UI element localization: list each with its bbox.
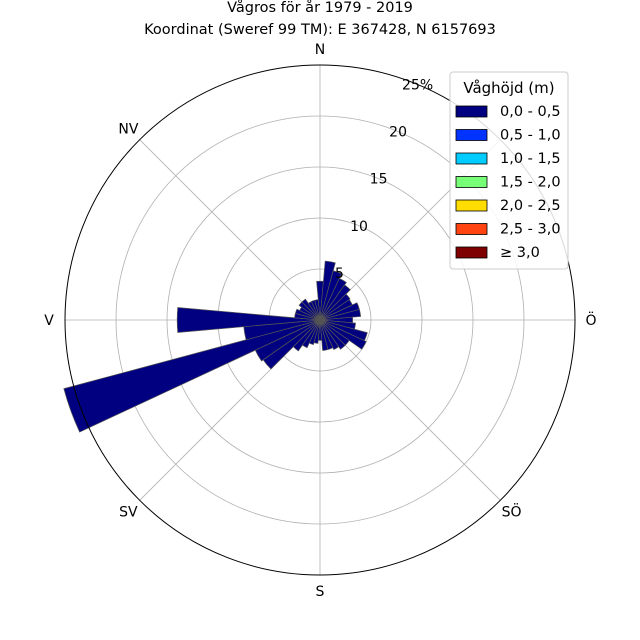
bar-350 [314,299,321,321]
legend: Våghöjd (m) 0,0 - 0,5 0,5 - 1,0 1,0 - 1,5 1… [449,71,569,270]
legend-swatch-4 [455,199,488,212]
radial-tick-10: 10 [350,219,368,235]
bar-80 [319,309,362,321]
radial-tick-5: 5 [335,266,344,282]
legend-swatch-5 [455,223,488,235]
legend-items: 0,0 - 0,5 0,5 - 1,0 1,0 - 1,5 1,5 - 2,0 2,0 … [455,104,561,261]
legend-label-0: 0,0 - 0,5 [500,104,561,120]
direction-label-225: SV [119,505,138,521]
chart-subtitle: Koordinat (Sweref 99 TM): E 367428, N 61… [144,22,496,38]
grid-spoke-135 [319,319,501,501]
direction-label-270: V [44,313,54,329]
bar-120 [319,319,367,350]
direction-label-135: SÖ [502,503,522,521]
legend-swatch-6 [455,246,488,259]
grid-spoke-315 [139,139,321,321]
legend-box [449,71,569,270]
legend-swatch-0 [455,105,488,118]
direction-label-90: Ö [585,311,596,329]
bar-170 [319,319,329,351]
outer-ring [64,64,576,576]
bar-140 [319,319,346,350]
bar-270 [176,307,321,333]
bar-30 [319,277,347,321]
bar-series [63,260,368,433]
bar-320 [301,298,321,321]
legend-label-1: 0,5 - 1,0 [500,128,561,144]
legend-swatch-2 [455,152,488,165]
direction-label-315: NV [118,121,138,137]
radial-tick-15: 15 [370,172,388,188]
legend-label-4: 2,0 - 2,5 [500,198,561,214]
radial-tick-20: 20 [389,125,407,141]
legend-title: Våghöjd (m) [463,79,554,97]
bar-50 [319,293,351,321]
legend-label-5: 2,5 - 3,0 [500,222,561,238]
bar-250 [63,319,321,433]
legend-swatch-1 [455,129,488,141]
bar-40 [319,284,351,321]
direction-label-0: N [315,42,325,58]
legend-label-3: 1,5 - 2,0 [500,175,561,191]
legend-swatch-3 [455,176,488,188]
chart-title: Vågros för år 1979 - 2019 [227,0,413,16]
bar-150 [319,319,340,351]
legend-label-6: ≥ 3,0 [500,245,540,261]
legend-label-2: 1,0 - 1,5 [500,151,561,167]
direction-label-180: S [316,584,325,600]
polar-grid [65,65,575,575]
